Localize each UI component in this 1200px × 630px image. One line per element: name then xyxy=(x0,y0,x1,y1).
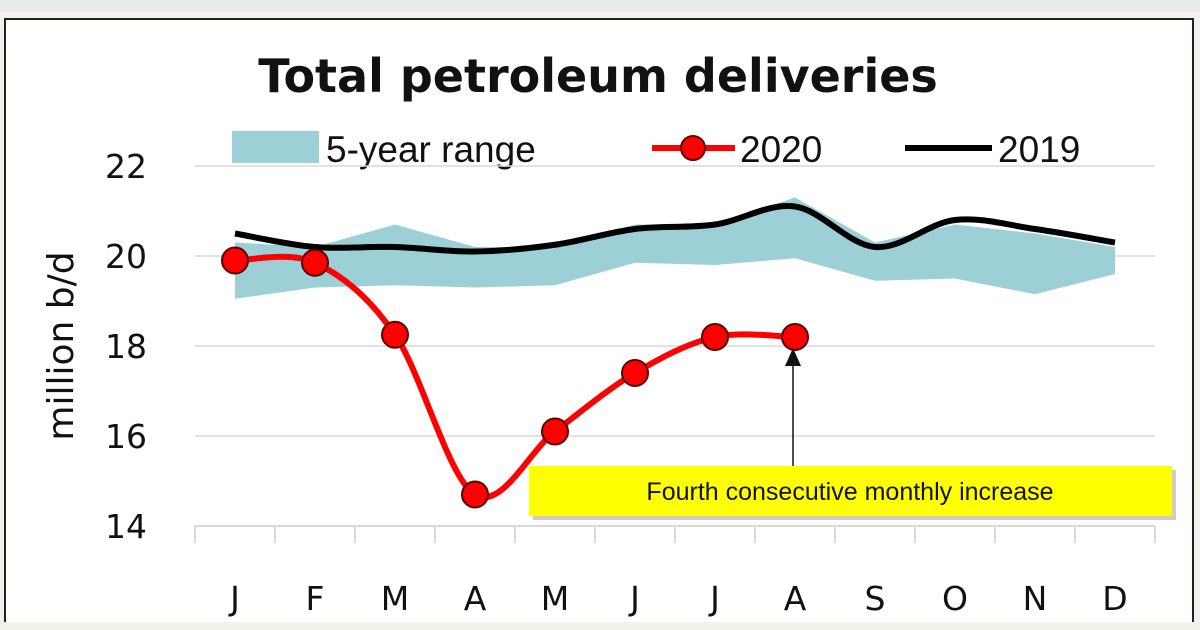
x-tick-label: F xyxy=(306,579,325,618)
legend-label-range: 5-year range xyxy=(326,129,536,170)
chart-title: Total petroleum deliveries xyxy=(258,49,938,103)
y-tick-label: 22 xyxy=(105,147,147,186)
y-tick-label: 14 xyxy=(105,507,147,546)
series-2020-point xyxy=(221,246,249,275)
x-tick-label: S xyxy=(865,579,886,618)
x-tick-label: J xyxy=(708,579,720,618)
x-tick-label: J xyxy=(628,579,640,618)
series-2020-point xyxy=(381,320,409,349)
x-tick-label: A xyxy=(464,579,487,618)
series-2020-point xyxy=(621,359,649,387)
arrowhead-icon xyxy=(785,348,801,366)
x-tick-label: O xyxy=(942,579,968,618)
legend-label-2019: 2019 xyxy=(998,129,1080,170)
legend: 5-year range 2020 2019 xyxy=(232,129,1080,170)
y-tick-label: 20 xyxy=(105,237,147,276)
annotation-text: Fourth consecutive monthly increase xyxy=(646,478,1053,506)
y-tick-label: 16 xyxy=(105,417,147,456)
series-2020-point xyxy=(541,417,569,446)
series-2020-point xyxy=(301,248,329,277)
annotation-box xyxy=(529,466,1172,516)
chart-frame xyxy=(4,18,1194,622)
series-2019-line xyxy=(234,202,1116,255)
legend-marker-2020 xyxy=(680,135,706,161)
x-tick-label: J xyxy=(228,579,240,618)
y-tick-label: 18 xyxy=(105,327,147,366)
x-tick-label: M xyxy=(541,579,569,618)
five-year-range-band xyxy=(235,197,1115,299)
top-strip xyxy=(0,0,1200,12)
y-axis-label: million b/d xyxy=(41,251,82,440)
annotation: Fourth consecutive monthly increase xyxy=(529,348,1176,520)
x-tick-label: N xyxy=(1023,579,1048,618)
x-tick-label: A xyxy=(784,579,807,618)
series-2020-line xyxy=(234,253,796,501)
legend-swatch-range xyxy=(232,131,319,163)
series-2020-point xyxy=(781,323,809,351)
x-tick-label: D xyxy=(1102,579,1127,618)
x-tick-label: M xyxy=(381,579,409,618)
series-2020-point xyxy=(701,323,729,351)
legend-label-2020: 2020 xyxy=(740,129,822,170)
series-2020-point xyxy=(461,480,489,509)
